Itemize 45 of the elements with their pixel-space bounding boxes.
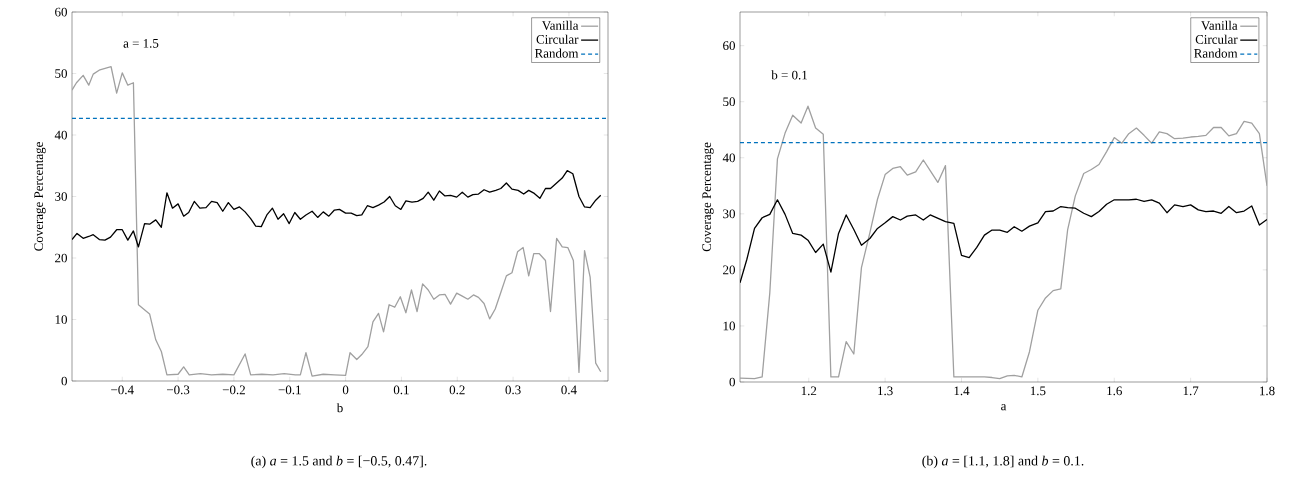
x-tick-label: −0.2 xyxy=(222,385,245,395)
legend-label: Random xyxy=(1194,48,1238,58)
x-tick-label: 1.8 xyxy=(1260,386,1275,396)
x-tick-label: 1.2 xyxy=(801,386,817,396)
annotation: a = 1.5 xyxy=(123,39,159,48)
legend-label: Vanilla xyxy=(541,20,579,30)
y-tick-label: 0 xyxy=(729,377,735,387)
x-axis-title: b xyxy=(336,403,343,413)
legend-label: Vanilla xyxy=(1201,20,1238,30)
x-tick-label: 0.3 xyxy=(505,385,521,395)
x-tick-label: −0.1 xyxy=(278,385,301,395)
y-tick-label: 30 xyxy=(55,192,67,201)
y-axis-title: Coverage Percentage xyxy=(34,142,46,251)
text: (a) a = 1.5 and b = [−0.5, 0.47]. xyxy=(251,455,427,469)
y-tick-label: 50 xyxy=(55,69,67,78)
y-axis-title: Coverage Percentage xyxy=(702,142,714,252)
x-tick-label: 0 xyxy=(342,385,349,395)
x-tick-label: 1.3 xyxy=(878,386,893,396)
text: (b) a = [1.1, 1.8] and b = 0.1. xyxy=(922,455,1084,469)
x-tick-label: −0.3 xyxy=(166,385,190,395)
y-tick-label: 10 xyxy=(723,321,735,331)
x-tick-label: 0.2 xyxy=(449,385,465,395)
y-tick-label: 60 xyxy=(723,41,735,51)
x-tick-label: 1.5 xyxy=(1030,386,1046,396)
y-tick-label: 10 xyxy=(55,315,67,324)
x-tick-label: 1.7 xyxy=(1183,386,1199,396)
x-axis-title: a xyxy=(1001,404,1007,411)
y-tick-label: 60 xyxy=(55,7,67,17)
legend-label: Circular xyxy=(1195,34,1238,44)
y-tick-label: 20 xyxy=(55,253,67,263)
y-tick-label: 40 xyxy=(54,130,67,140)
annotation: b = 0.1 xyxy=(771,70,807,80)
x-tick-label: 1.6 xyxy=(1107,386,1122,396)
x-tick-label: 1.4 xyxy=(954,386,970,396)
y-tick-label: 40 xyxy=(722,153,735,163)
x-tick-label: 0.4 xyxy=(561,385,577,395)
x-tick-label: 0.1 xyxy=(393,385,409,395)
legend-label: Circular xyxy=(536,34,579,44)
legend-label: Random xyxy=(534,48,579,58)
y-tick-label: 30 xyxy=(723,209,735,219)
x-tick-label: −0.4 xyxy=(111,385,134,395)
y-tick-label: 50 xyxy=(723,97,735,107)
y-tick-label: 20 xyxy=(723,265,735,275)
y-tick-label: 0 xyxy=(61,376,67,386)
line-series xyxy=(72,66,602,377)
